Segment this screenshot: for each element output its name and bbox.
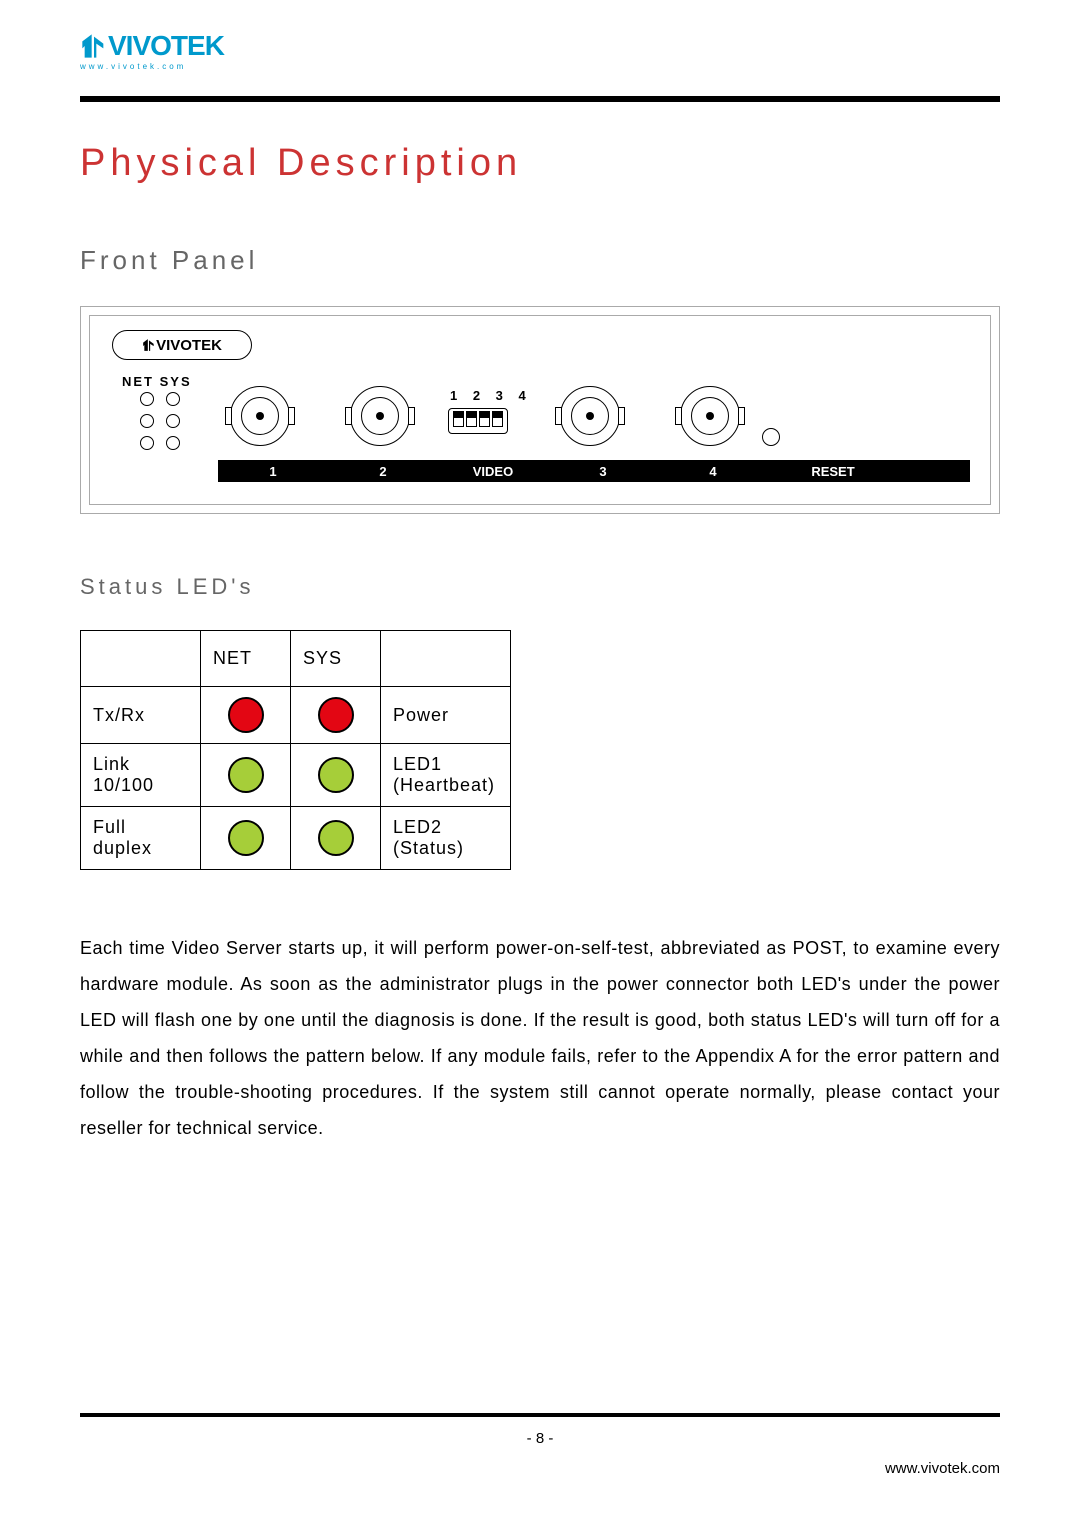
logo-url: www.vivotek.com (80, 62, 240, 71)
page-title: Physical Description (80, 142, 1000, 185)
panel-led (140, 392, 154, 406)
panel-led (166, 414, 180, 428)
panel-led (140, 436, 154, 450)
dip-switch (479, 411, 490, 427)
panel-label-1: 1 (218, 460, 328, 482)
panel-led (140, 414, 154, 428)
status-left-label: Link10/100 (81, 744, 201, 807)
net-led-icon (228, 820, 264, 856)
section-status-leds: Status LED's (80, 574, 1000, 600)
panel-led (166, 436, 180, 450)
bnc-connector-1 (230, 386, 290, 446)
front-panel-diagram: VIVOTEK NET SYS 1 2 3 4 12VIDEO34RESET (80, 306, 1000, 514)
dip-switch-block (448, 408, 508, 434)
panel-led-grid (140, 392, 186, 456)
header-rule (80, 96, 1000, 102)
bnc-connector-2 (350, 386, 410, 446)
status-sys-cell (291, 687, 381, 744)
status-table-header (381, 631, 511, 687)
status-right-label: LED1(Heartbeat) (381, 744, 511, 807)
status-table-header (81, 631, 201, 687)
bnc-connector-4 (680, 386, 740, 446)
logo-text: VIVOTEK (108, 30, 224, 62)
logo-mark-icon (80, 32, 108, 60)
section-front-panel: Front Panel (80, 245, 1000, 276)
dip-switch (466, 411, 477, 427)
status-left-label: Full duplex (81, 807, 201, 870)
status-sys-cell (291, 744, 381, 807)
footer-rule (80, 1413, 1000, 1417)
table-row: Tx/Rx Power (81, 687, 511, 744)
dip-switch (453, 411, 464, 427)
panel-label-reset: RESET (768, 460, 898, 482)
sys-led-icon (318, 697, 354, 733)
status-left-label: Tx/Rx (81, 687, 201, 744)
brand-logo: VIVOTEK www.vivotek.com (80, 30, 1000, 86)
panel-label-video: VIDEO (438, 460, 548, 482)
table-row: Full duplex LED2(Status) (81, 807, 511, 870)
panel-label-3: 3 (548, 460, 658, 482)
status-right-label: LED2(Status) (381, 807, 511, 870)
reset-button-icon (762, 428, 780, 446)
status-net-cell (201, 744, 291, 807)
bnc-connector-3 (560, 386, 620, 446)
panel-logo-icon (142, 338, 156, 352)
sys-led-icon (318, 757, 354, 793)
panel-logo-text: VIVOTEK (156, 337, 222, 354)
status-table-header: NET (201, 631, 291, 687)
dip-switch (492, 411, 503, 427)
status-led-table: NETSYS Tx/Rx Power Link10/100 LED1(Heartbeat… (80, 630, 511, 870)
panel-led (166, 392, 180, 406)
status-net-cell (201, 807, 291, 870)
net-led-icon (228, 697, 264, 733)
page-number: - 8 - (0, 1430, 1080, 1447)
panel-label-4: 4 (658, 460, 768, 482)
net-led-icon (228, 757, 264, 793)
status-table-header: SYS (291, 631, 381, 687)
status-sys-cell (291, 807, 381, 870)
footer-url: www.vivotek.com (885, 1460, 1000, 1477)
dip-label: 1 2 3 4 (450, 388, 532, 403)
post-description-paragraph: Each time Video Server starts up, it wil… (80, 930, 1000, 1146)
panel-label-bar: 12VIDEO34RESET (218, 460, 970, 482)
panel-logo-badge: VIVOTEK (112, 330, 252, 360)
panel-label-2: 2 (328, 460, 438, 482)
sys-led-icon (318, 820, 354, 856)
status-right-label: Power (381, 687, 511, 744)
table-row: Link10/100 LED1(Heartbeat) (81, 744, 511, 807)
panel-netsys-label: NET SYS (122, 374, 192, 389)
status-net-cell (201, 687, 291, 744)
